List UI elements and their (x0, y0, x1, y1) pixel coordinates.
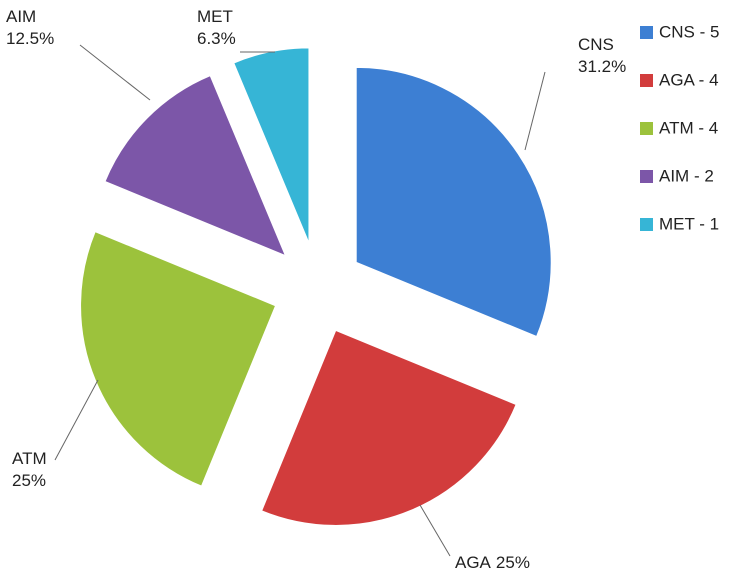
pie-slice (80, 231, 277, 487)
data-label: ATM 25% (12, 449, 47, 490)
legend-label: MET - 1 (659, 214, 719, 233)
data-label-value: 31.2% (578, 57, 626, 76)
leader-line (54, 379, 99, 461)
pie-slice (261, 329, 517, 526)
legend-label: AGA - 4 (659, 70, 719, 89)
legend-swatch (640, 218, 653, 231)
pie-slice (355, 66, 552, 338)
data-label-value: 6.3% (197, 29, 236, 48)
data-label-category: AGA (455, 553, 492, 572)
data-label-category: MET (197, 7, 233, 26)
data-label: MET 6.3% (197, 7, 236, 48)
data-label-category: CNS (578, 35, 614, 54)
legend-label: ATM - 4 (659, 118, 718, 137)
legend-label: CNS - 5 (659, 22, 719, 41)
data-label-value: 25% (496, 553, 530, 572)
legend-swatch (640, 122, 653, 135)
data-label-category: ATM (12, 449, 47, 468)
leader-line (419, 504, 451, 557)
leader-line (79, 44, 151, 101)
data-label: CNS 31.2% (578, 35, 626, 76)
data-label-value: 12.5% (6, 29, 54, 48)
legend-swatch (640, 26, 653, 39)
legend-swatch (640, 170, 653, 183)
data-label-category: AIM (6, 7, 36, 26)
legend-label: AIM - 2 (659, 166, 714, 185)
data-label: AIM 12.5% (6, 7, 54, 48)
data-label-value: 25% (12, 471, 46, 490)
leader-line (524, 71, 546, 151)
pie-slice (104, 74, 287, 257)
legend-swatch (640, 74, 653, 87)
data-label: AGA 25% (455, 553, 530, 572)
